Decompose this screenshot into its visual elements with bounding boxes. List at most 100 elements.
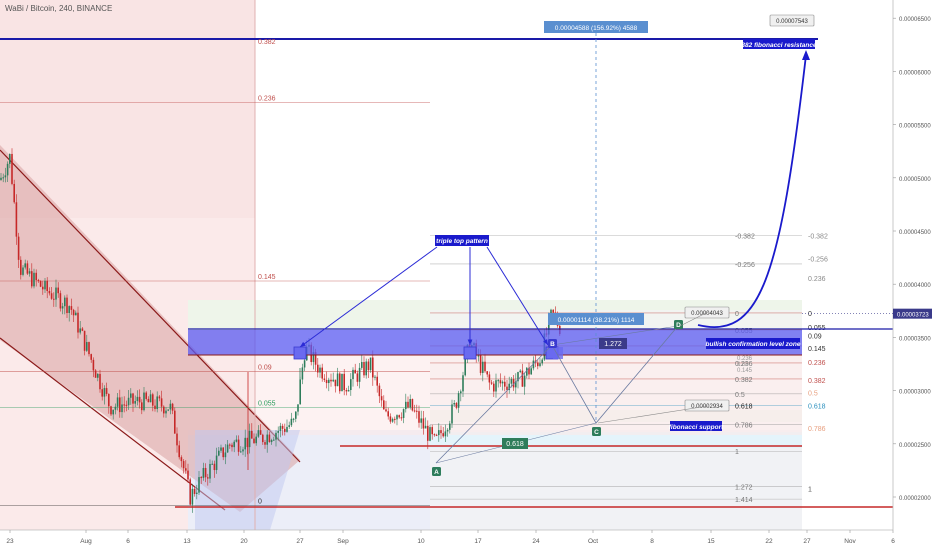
candle-body bbox=[88, 342, 90, 355]
candle-body bbox=[83, 330, 86, 351]
candle-body bbox=[64, 297, 66, 307]
y-tick-label: 0.00003000 bbox=[899, 390, 931, 396]
fib-right-label: 0.786 bbox=[808, 426, 826, 433]
candle-body bbox=[17, 236, 20, 260]
triple-top-marker bbox=[293, 346, 307, 360]
candle-body bbox=[345, 390, 348, 392]
ratio-label-0618: 0.618 bbox=[506, 441, 524, 448]
candle-body bbox=[26, 263, 29, 274]
candle-body bbox=[127, 397, 130, 406]
fib-right-label: 0.5 bbox=[808, 391, 818, 398]
candle-body bbox=[363, 362, 365, 376]
candle-body bbox=[167, 409, 169, 411]
x-tick-label: 27 bbox=[803, 538, 811, 545]
candle-body bbox=[178, 445, 180, 458]
x-tick-label: 8 bbox=[650, 538, 654, 545]
candle-body bbox=[398, 415, 400, 418]
candle-body bbox=[213, 463, 216, 471]
candle-body bbox=[352, 369, 354, 380]
fib-left-label-0382: 0.382 bbox=[258, 39, 276, 46]
fib-right-label: 1 bbox=[808, 486, 812, 493]
projection-curve bbox=[697, 54, 807, 329]
y-tick-label: 0.00002000 bbox=[899, 496, 931, 502]
candle-body bbox=[391, 418, 394, 422]
candle-body bbox=[323, 378, 326, 380]
candle-body bbox=[519, 370, 521, 373]
candle-body bbox=[198, 477, 200, 493]
fib-right-label: 0.382 bbox=[808, 378, 826, 385]
triple-top-arrow bbox=[486, 246, 549, 346]
candle-body bbox=[165, 410, 167, 414]
price-box bbox=[769, 14, 815, 27]
fib-left-label: 0 bbox=[258, 499, 262, 506]
candle-body bbox=[248, 430, 251, 448]
fib-right-inner-label: 0.382 bbox=[735, 377, 753, 384]
candle-body bbox=[277, 430, 279, 433]
candle-body bbox=[246, 437, 249, 448]
candle-body bbox=[526, 367, 528, 376]
abcd-point-label: A bbox=[434, 469, 439, 476]
candle-body bbox=[325, 379, 328, 384]
candle-body bbox=[207, 477, 209, 479]
candle-body bbox=[143, 392, 145, 411]
candle-body bbox=[132, 393, 134, 404]
candle-body bbox=[193, 488, 196, 494]
fib-small-label: 0.236 bbox=[737, 356, 753, 362]
candle-body bbox=[35, 272, 37, 281]
candle-body bbox=[59, 293, 62, 309]
candle-body bbox=[202, 467, 205, 478]
candle-body bbox=[275, 432, 277, 440]
candle-body bbox=[251, 430, 253, 439]
candle-body bbox=[438, 430, 440, 436]
candle-body bbox=[332, 379, 334, 382]
candle-body bbox=[90, 354, 92, 360]
candle-body bbox=[416, 410, 418, 412]
fib-resistance-box bbox=[743, 39, 815, 49]
candle-body bbox=[515, 381, 517, 388]
candle-body bbox=[77, 312, 79, 333]
candle-body bbox=[510, 379, 513, 384]
channel-lower-line bbox=[0, 337, 226, 511]
candle-body bbox=[33, 272, 35, 287]
channel-upper-line bbox=[0, 149, 301, 463]
candle-body bbox=[75, 312, 77, 316]
candle-body bbox=[70, 306, 73, 310]
candle-body bbox=[530, 368, 532, 375]
candle-body bbox=[541, 359, 543, 364]
candle-body bbox=[235, 439, 238, 442]
x-tick-label: 13 bbox=[183, 538, 191, 545]
candle-body bbox=[156, 396, 158, 410]
fib-support-label: fibonacci support bbox=[669, 424, 724, 431]
fib-right-label: 0 bbox=[808, 311, 812, 318]
triple-top-marker bbox=[553, 347, 563, 359]
candle-body bbox=[405, 401, 407, 410]
candle-body bbox=[367, 361, 370, 371]
candle-body bbox=[378, 385, 381, 397]
candle-body bbox=[244, 437, 246, 450]
abcd-point-box bbox=[592, 427, 601, 436]
x-tick-label: 17 bbox=[474, 538, 482, 545]
candle-body bbox=[53, 298, 55, 300]
candle-body bbox=[191, 488, 194, 505]
candle-body bbox=[334, 379, 337, 387]
candle-body bbox=[504, 381, 506, 387]
candle-body bbox=[101, 389, 103, 397]
candle-body bbox=[506, 386, 508, 390]
fib-right-inner-label: 1.272 bbox=[735, 484, 753, 491]
candle-body bbox=[284, 428, 286, 432]
candle-body bbox=[242, 449, 244, 452]
arrow-head bbox=[467, 339, 473, 345]
candle-body bbox=[422, 418, 425, 429]
drawings: 0.382 triple top pattern A B C D 1.272 0.618 0.0… bbox=[0, 14, 932, 508]
candle-body bbox=[517, 372, 519, 382]
candle-body bbox=[372, 357, 374, 378]
abcd-point-label: D bbox=[676, 322, 681, 329]
candle-body bbox=[24, 263, 26, 268]
candle-body bbox=[451, 404, 453, 424]
candle-body bbox=[493, 383, 495, 392]
candle-body bbox=[44, 280, 46, 290]
ratio-box-0618 bbox=[502, 438, 528, 449]
candle-body bbox=[253, 438, 255, 444]
candle-body bbox=[105, 388, 108, 394]
